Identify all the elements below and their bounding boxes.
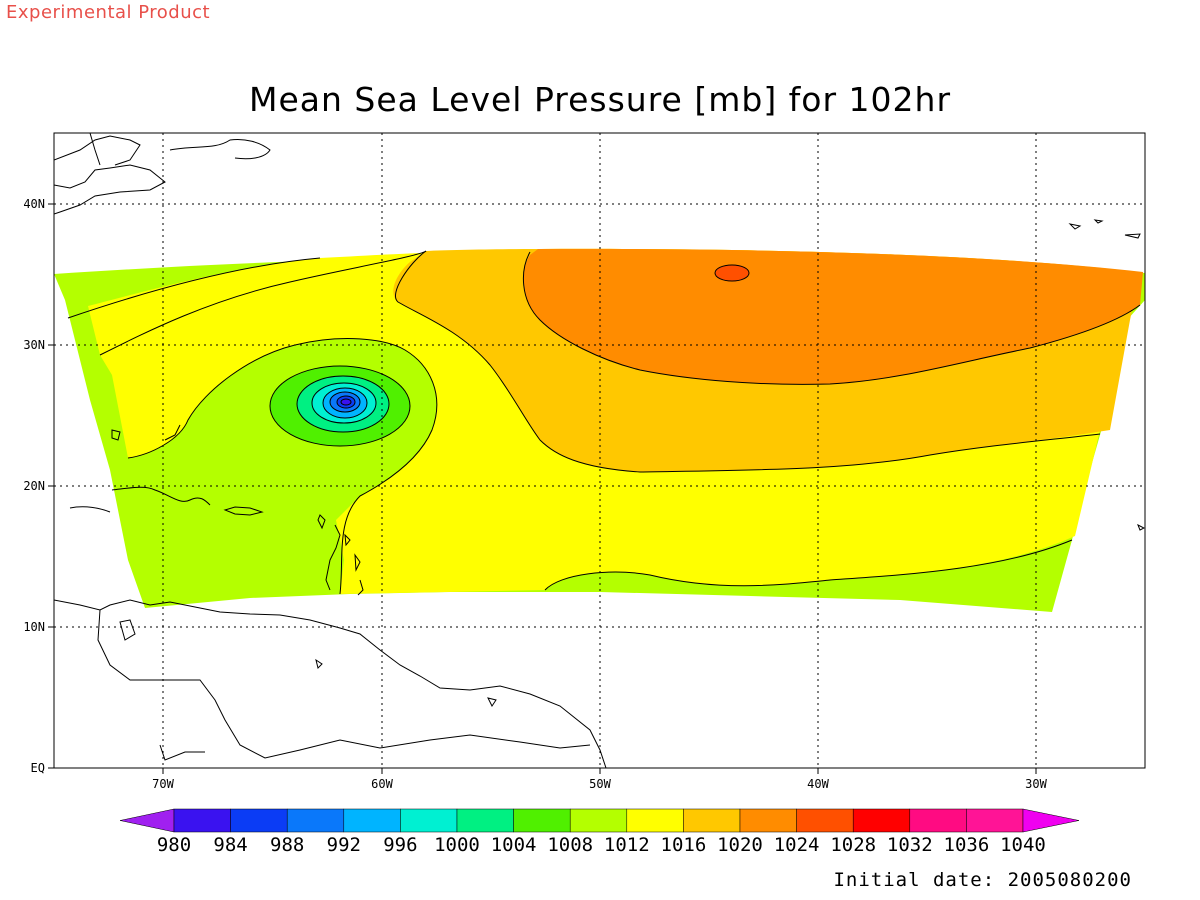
colorbar-arrow-low [119, 808, 175, 833]
colorbar-label: 1036 [944, 834, 990, 856]
high-pressure-center [715, 265, 749, 281]
initial-date-label: Initial date: 2005080200 [833, 869, 1132, 891]
colorbar-label: 1012 [604, 834, 650, 856]
colorbar-swatch [286, 808, 345, 833]
colorbar-label: 980 [157, 834, 191, 856]
colorbar-label: 1040 [1000, 834, 1046, 856]
colorbar-label: 1004 [491, 834, 537, 856]
low-pressure-center [341, 399, 351, 405]
colorbar-label: 1020 [717, 834, 763, 856]
y-tick-20n: 20N [23, 479, 45, 493]
y-tick-40n: 40N [23, 197, 45, 211]
lat-lon-grid [54, 133, 1145, 768]
y-tick-30n: 30N [23, 338, 45, 352]
colorbar-label: 1000 [434, 834, 480, 856]
y-tick-10n: 10N [23, 620, 45, 634]
colorbar-swatch [966, 808, 1024, 833]
colorbar-label: 988 [270, 834, 304, 856]
colorbar-label: 1032 [887, 834, 933, 856]
experimental-product-label: Experimental Product [6, 2, 211, 23]
colorbar-swatch [909, 808, 967, 833]
colorbar-label: 984 [213, 834, 247, 856]
colorbar-label: 1008 [547, 834, 593, 856]
x-tick-40w: 40W [807, 777, 829, 791]
colorbar-swatch [852, 808, 911, 833]
x-tick-70w: 70W [152, 777, 174, 791]
colorbar-label: 1016 [661, 834, 707, 856]
colorbar-swatch [513, 808, 571, 833]
colorbar-swatch [230, 808, 288, 833]
colorbar-swatch [796, 808, 854, 833]
map-area [54, 133, 1145, 768]
contour-lines [67, 250, 1141, 595]
colorbar-label: 1024 [774, 834, 820, 856]
colorbar-swatch [456, 808, 514, 833]
x-tick-60w: 60W [371, 777, 393, 791]
colorbar-label: 1028 [830, 834, 876, 856]
field-1020-1024 [523, 248, 1143, 385]
colorbar-arrow-high [1022, 808, 1080, 833]
colorbar-swatch [739, 808, 797, 833]
y-tick-eq: EQ [31, 761, 45, 775]
colorbar-swatch [400, 808, 458, 833]
coastlines [54, 133, 1145, 768]
colorbar: 980 984 988 992 996 1000 1004 1008 1012 1016 1020 1… [119, 808, 1080, 856]
colorbar-swatch [626, 808, 684, 833]
colorbar-swatch [683, 808, 741, 833]
colorbar-swatch [173, 808, 231, 833]
colorbar-label: 996 [383, 834, 417, 856]
plot-title: Mean Sea Level Pressure [mb] for 102hr [248, 80, 952, 119]
colorbar-label: 992 [327, 834, 361, 856]
x-tick-50w: 50W [589, 777, 611, 791]
axis-ticks [48, 203, 1037, 774]
x-tick-30w: 30W [1025, 777, 1047, 791]
colorbar-swatch [569, 808, 628, 833]
colorbar-swatch [343, 808, 401, 833]
